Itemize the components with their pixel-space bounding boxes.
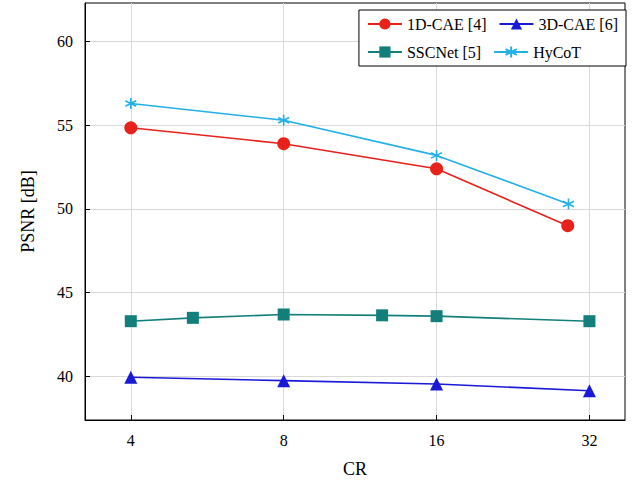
svg-text:50: 50 [57, 200, 73, 217]
svg-text:16: 16 [429, 432, 445, 449]
svg-text:55: 55 [57, 117, 73, 134]
svg-text:60: 60 [57, 33, 73, 50]
svg-text:HyCoT: HyCoT [533, 44, 581, 62]
svg-text:8: 8 [280, 432, 288, 449]
svg-text:PSNR [dB]: PSNR [dB] [18, 170, 38, 253]
svg-text:3D-CAE [6]: 3D-CAE [6] [538, 16, 618, 33]
svg-text:40: 40 [57, 368, 73, 385]
svg-text:32: 32 [581, 432, 597, 449]
svg-text:1D-CAE [4]: 1D-CAE [4] [407, 16, 487, 33]
svg-text:45: 45 [57, 284, 73, 301]
svg-text:4: 4 [127, 432, 135, 449]
svg-text:CR: CR [343, 459, 367, 479]
svg-text:SSCNet [5]: SSCNet [5] [407, 44, 481, 61]
